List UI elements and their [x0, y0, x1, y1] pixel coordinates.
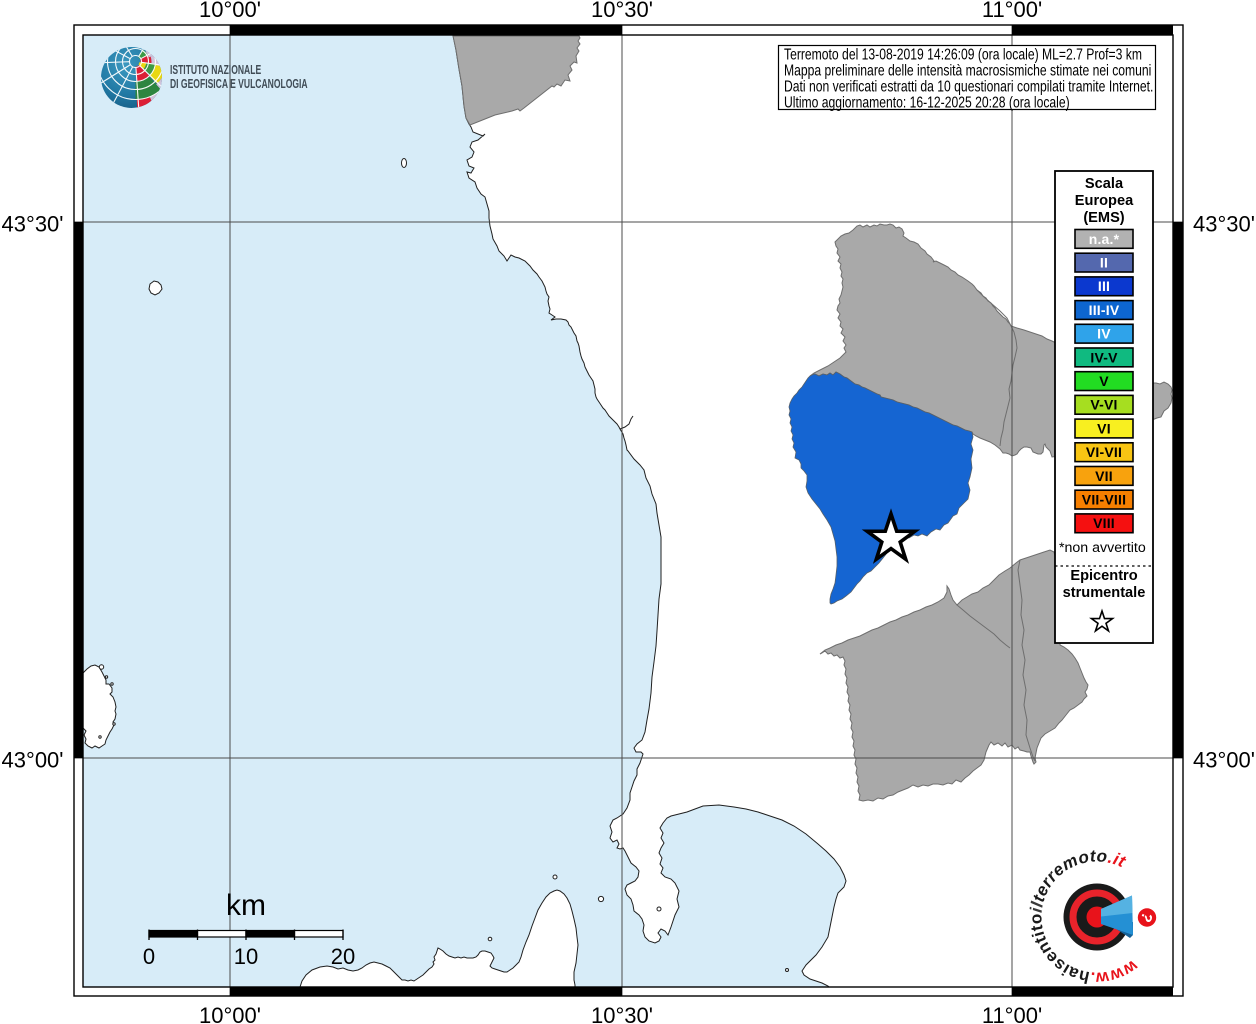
svg-text:strumentale: strumentale	[1063, 585, 1146, 601]
svg-text:km: km	[226, 889, 266, 922]
svg-text:II: II	[1100, 255, 1108, 271]
svg-text:IV-V: IV-V	[1090, 349, 1118, 365]
svg-text:DI GEOFISICA E VULCANOLOGIA: DI GEOFISICA E VULCANOLOGIA	[170, 77, 308, 91]
svg-text:VIII: VIII	[1093, 515, 1115, 531]
svg-text:0: 0	[143, 944, 155, 969]
svg-text:10: 10	[234, 944, 258, 969]
svg-text:IV: IV	[1097, 326, 1111, 342]
svg-text:n.a.*: n.a.*	[1089, 231, 1120, 247]
svg-text:Mappa preliminare delle intens: Mappa preliminare delle intensità macros…	[784, 61, 1151, 79]
svg-text:43°00': 43°00'	[2, 747, 64, 772]
svg-text:III-IV: III-IV	[1089, 302, 1120, 318]
svg-text:11°00': 11°00'	[982, 1003, 1042, 1024]
svg-text:*non avvertito: *non avvertito	[1059, 540, 1146, 556]
svg-text:10°30': 10°30'	[591, 0, 653, 22]
svg-text:VII-VIII: VII-VIII	[1082, 492, 1126, 508]
svg-text:43°30': 43°30'	[1193, 211, 1255, 236]
svg-text:11°00': 11°00'	[982, 0, 1042, 22]
svg-text:V: V	[1099, 373, 1109, 389]
svg-text:Epicentro: Epicentro	[1070, 568, 1137, 584]
svg-text:V-VI: V-VI	[1090, 397, 1117, 413]
svg-text:10°00': 10°00'	[199, 1003, 261, 1024]
svg-text:(EMS): (EMS)	[1083, 210, 1124, 226]
svg-text:VI: VI	[1097, 420, 1111, 436]
svg-text:III: III	[1098, 278, 1110, 294]
svg-text:Ultimo aggiornamento: 16-12-20: Ultimo aggiornamento: 16-12-2025 20:28 (…	[784, 93, 1070, 111]
svg-text:Dati non verificati estratti d: Dati non verificati estratti da 10 quest…	[784, 77, 1153, 95]
svg-text:Scala: Scala	[1085, 176, 1124, 192]
svg-text:10°30': 10°30'	[591, 1003, 653, 1024]
svg-text:43°30': 43°30'	[2, 211, 64, 236]
svg-text:Terremoto del 13-08-2019 14:26: Terremoto del 13-08-2019 14:26:09 (ora l…	[784, 45, 1142, 63]
svg-text:VI-VII: VI-VII	[1086, 444, 1122, 460]
svg-text:Europea: Europea	[1075, 193, 1134, 209]
svg-text:10°00': 10°00'	[199, 0, 261, 22]
svg-text:43°00': 43°00'	[1193, 747, 1255, 772]
svg-text:20: 20	[331, 944, 355, 969]
svg-text:ISTITUTO NAZIONALE: ISTITUTO NAZIONALE	[170, 63, 261, 77]
svg-text:VII: VII	[1095, 468, 1113, 484]
